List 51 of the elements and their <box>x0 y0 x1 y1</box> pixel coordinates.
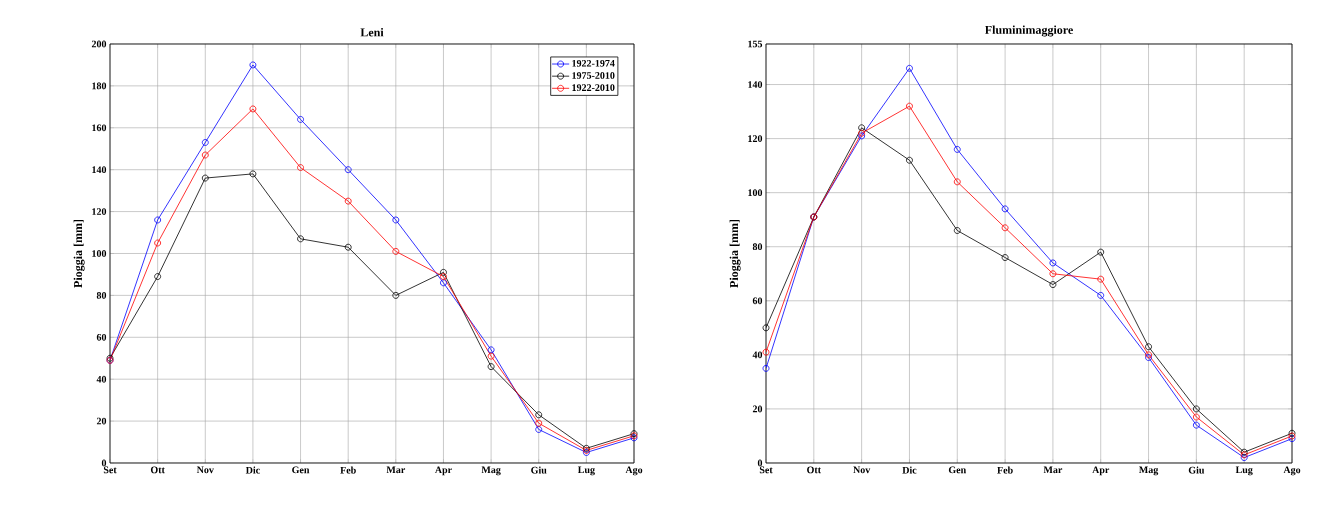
x-tick-label: Ott <box>807 466 822 474</box>
y-axis-title: Pioggia [mm] <box>73 219 85 288</box>
y-tick-label: 140 <box>748 81 763 88</box>
chart-title: Leni <box>360 28 384 37</box>
x-tick-label: Mag <box>1139 466 1159 476</box>
y-tick-label: 20 <box>752 405 763 413</box>
y-tick-label: 120 <box>92 208 107 215</box>
x-tick-label: Dic <box>245 466 260 474</box>
y-tick-label: 20 <box>96 417 107 425</box>
y-tick-label: 100 <box>748 189 763 197</box>
x-tick-label: Ago <box>625 466 643 476</box>
y-tick-label: 60 <box>752 297 763 305</box>
y-tick-label: 120 <box>748 135 763 142</box>
x-tick-label: Mar <box>1043 466 1063 474</box>
y-tick-label: 40 <box>752 351 763 359</box>
x-tick-label: Set <box>103 466 117 474</box>
y-tick-label: 0 <box>757 459 763 467</box>
x-tick-label: Gen <box>292 466 310 474</box>
x-tick-label: Apr <box>434 466 452 476</box>
y-tick-label: 180 <box>92 82 107 90</box>
x-tick-label: Apr <box>1092 466 1110 476</box>
x-tick-label: Set <box>759 466 773 474</box>
x-tick-label: Giu <box>531 466 547 474</box>
x-tick-label: Lug <box>1235 466 1253 476</box>
x-tick-label: Mar <box>386 466 406 474</box>
y-tick-label: 40 <box>96 375 107 383</box>
y-axis-title: Pioggia [mm] <box>729 219 741 288</box>
legend-label: 1922-1974 <box>572 59 615 67</box>
x-tick-label: Feb <box>340 466 356 474</box>
y-tick-label: 100 <box>92 250 107 257</box>
chart-title: Fluminimaggiore <box>984 25 1073 37</box>
y-tick-label: 160 <box>92 124 107 132</box>
x-tick-label: Nov <box>853 466 871 474</box>
x-tick-label: Gen <box>948 466 967 474</box>
x-tick-label: Lug <box>577 466 595 476</box>
x-tick-label: Ago <box>1283 466 1301 476</box>
x-tick-label: Ott <box>150 466 165 474</box>
legend-label: 1975-2010 <box>572 72 615 79</box>
y-tick-label: 200 <box>91 40 107 48</box>
x-tick-label: Feb <box>997 466 1013 474</box>
y-tick-label: 80 <box>752 243 763 251</box>
x-tick-label: Nov <box>196 466 214 474</box>
x-tick-label: Mag <box>481 466 501 476</box>
y-tick-label: 60 <box>96 333 107 341</box>
x-tick-label: Giu <box>1188 466 1205 474</box>
legend-label: 1922-2010 <box>572 84 615 91</box>
y-tick-label: 80 <box>96 292 107 299</box>
y-tick-label: 140 <box>92 166 107 174</box>
y-tick-label: 155 <box>748 40 763 48</box>
x-tick-label: Dic <box>902 466 917 474</box>
y-tick-label: 0 <box>101 459 107 467</box>
